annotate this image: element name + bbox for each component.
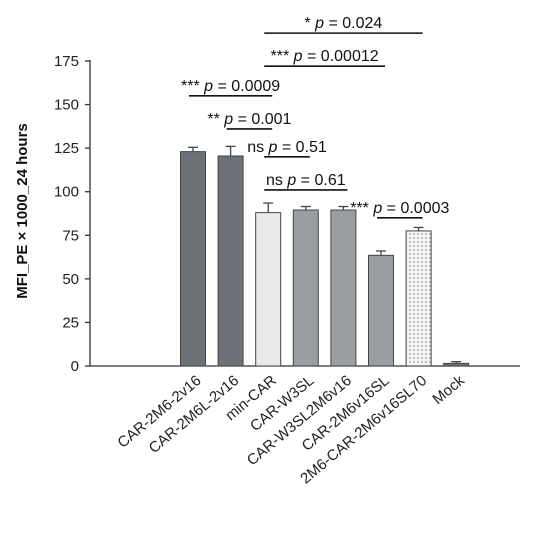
y-tick-label: 100 — [54, 184, 79, 201]
y-axis: 0 25 50 75 100 125 150 175 — [54, 53, 520, 375]
significance-stars: *** — [181, 78, 204, 95]
p-symbol: p — [314, 15, 324, 32]
y-tick-label: 150 — [54, 97, 79, 114]
p-value: = 0.0009 — [213, 78, 280, 95]
bar — [292, 209, 319, 367]
p-symbol: p — [203, 78, 213, 95]
p-value-label: * p = 0.024 — [304, 15, 382, 32]
y-tick-label: 125 — [54, 140, 79, 157]
y-tick-label: 175 — [54, 53, 79, 70]
significance-stars: *** — [271, 48, 294, 65]
bar — [405, 230, 432, 367]
y-tick-label: 25 — [62, 314, 79, 331]
significance-stars: *** — [350, 200, 373, 217]
bar — [368, 254, 394, 367]
bar — [255, 212, 282, 367]
p-value-label: *** p = 0.0009 — [181, 78, 280, 95]
bars — [180, 145, 470, 367]
p-value: = 0.001 — [233, 111, 291, 128]
y-tick-label: 0 — [71, 358, 79, 375]
y-tick-label: 75 — [62, 227, 79, 244]
significance-stars: ns — [247, 139, 268, 156]
p-symbol: p — [268, 139, 278, 156]
p-value: = 0.51 — [277, 139, 326, 156]
p-symbol: p — [372, 200, 382, 217]
significance-stars: * — [304, 15, 315, 32]
significance-stars: ns — [266, 172, 287, 189]
p-value: = 0.0003 — [382, 200, 449, 217]
y-axis-label: MFI_PE × 1000_24 hours — [14, 123, 31, 299]
p-value: = 0.61 — [296, 172, 345, 189]
p-symbol: p — [293, 48, 303, 65]
p-symbol: p — [286, 172, 296, 189]
p-symbol: p — [223, 111, 233, 128]
x-category-label: Mock — [429, 372, 468, 408]
bar — [180, 151, 206, 367]
p-value: = 0.024 — [324, 15, 382, 32]
bar — [217, 155, 244, 367]
p-value-label: ** p = 0.001 — [207, 111, 291, 128]
bar — [443, 362, 470, 367]
p-value: = 0.00012 — [303, 48, 379, 65]
bar — [330, 209, 357, 367]
p-value-label: ns p = 0.51 — [247, 139, 327, 156]
p-value-label: *** p = 0.0003 — [350, 200, 449, 217]
y-tick-label: 50 — [62, 271, 79, 288]
x-axis-labels: CAR-2M6-2v16CAR-2M6L-2v16min-CARCAR-W3SL… — [114, 372, 468, 488]
p-value-label: *** p = 0.00012 — [271, 48, 379, 65]
significance-stars: ** — [207, 111, 224, 128]
p-value-label: ns p = 0.61 — [266, 172, 346, 189]
